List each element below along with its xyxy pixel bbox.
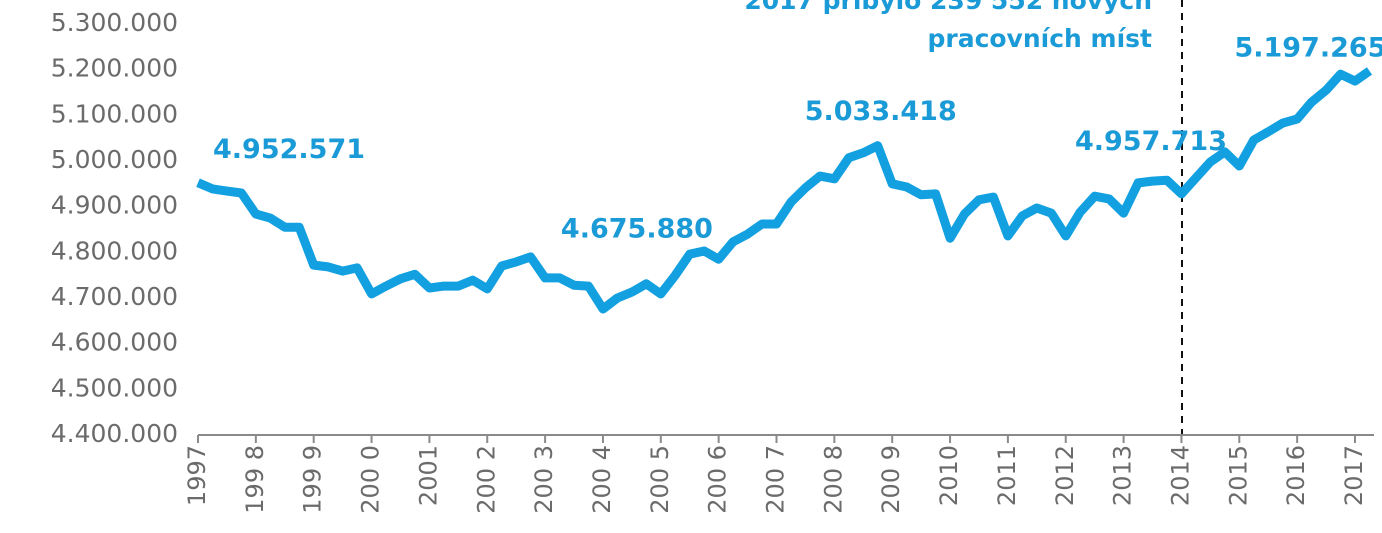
x-tick-label: 199 8	[241, 445, 269, 514]
y-tick-label: 4.400.000	[51, 419, 178, 448]
x-tick-label: 2012	[1051, 445, 1079, 506]
x-tick-label: 200 4	[588, 445, 616, 514]
y-tick-label: 4.800.000	[51, 236, 178, 265]
x-tick-label: 200 5	[646, 445, 674, 514]
x-tick-label: 2011	[993, 445, 1021, 506]
y-tick-label: 5.000.000	[51, 145, 178, 174]
x-tick-label: 1997	[183, 445, 211, 506]
y-tick-label: 4.500.000	[51, 373, 178, 402]
annotation: 2017 přibylo 239 552 nových	[744, 0, 1152, 15]
x-tick-label: 200 2	[472, 445, 500, 514]
value-label: 5.197.265	[1234, 32, 1382, 63]
value-label: 4.675.880	[561, 214, 713, 245]
x-tick-label: 2016	[1282, 445, 1310, 506]
x-tick-label: 200 7	[762, 445, 790, 514]
value-label: 4.957.713	[1075, 126, 1227, 157]
x-tick-label: 200 0	[357, 445, 385, 514]
value-label: 4.952.571	[213, 134, 365, 165]
x-tick-label: 199 9	[299, 445, 327, 514]
x-tick-label: 2014	[1166, 445, 1194, 506]
x-tick-label: 2015	[1224, 445, 1252, 506]
x-tick-label: 2001	[414, 445, 442, 506]
x-tick-label: 2010	[935, 445, 963, 506]
y-tick-label: 4.900.000	[51, 191, 178, 220]
x-tick-label: 2013	[1109, 445, 1137, 506]
x-tick-label: 200 6	[704, 445, 732, 514]
x-tick-label: 200 9	[877, 445, 905, 514]
value-label: 5.033.418	[805, 96, 957, 127]
y-tick-label: 4.700.000	[51, 282, 178, 311]
y-tick-label: 5.200.000	[51, 54, 178, 83]
y-tick-label: 5.300.000	[51, 8, 178, 37]
x-tick-label: 200 8	[819, 445, 847, 514]
y-tick-label: 5.100.000	[51, 99, 178, 128]
x-tick-label: 200 3	[530, 445, 558, 514]
x-tick-label: 2017	[1340, 445, 1368, 506]
annotation: pracovních míst	[927, 24, 1152, 53]
y-tick-label: 4.600.000	[51, 328, 178, 357]
data-line	[196, 67, 1373, 314]
